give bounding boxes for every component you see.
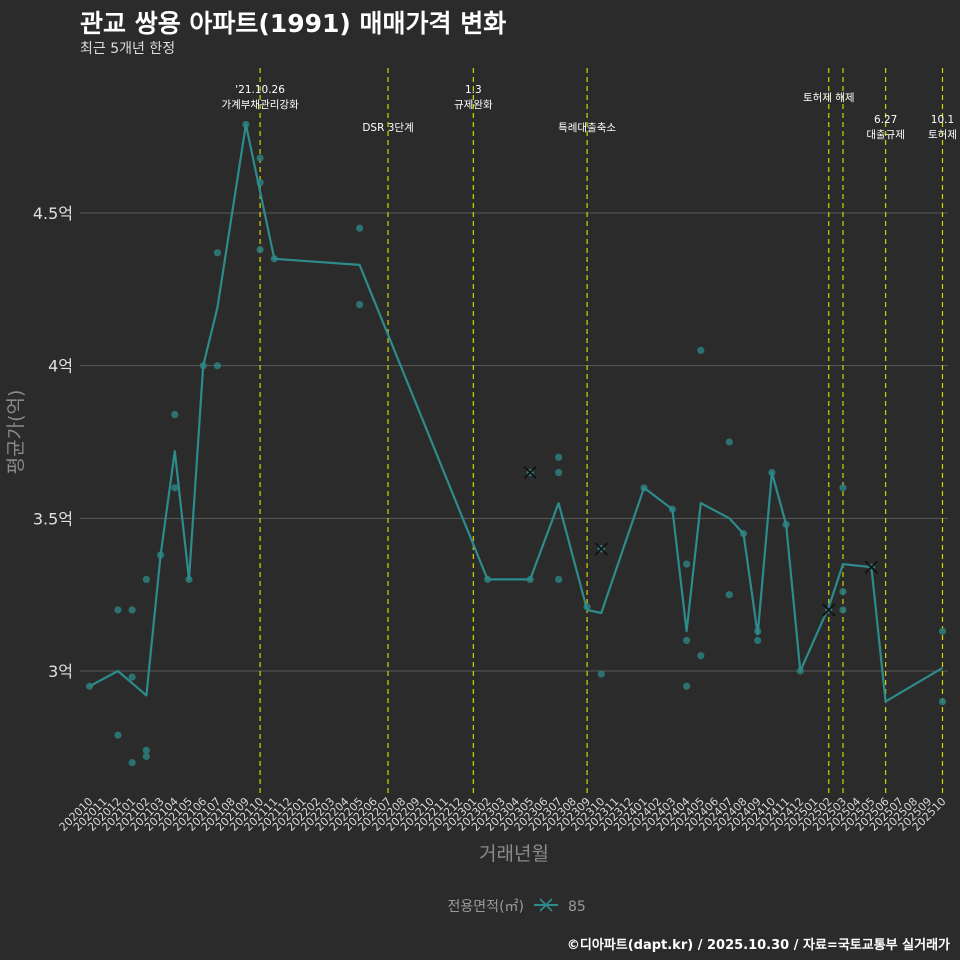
x-marker bbox=[864, 560, 879, 574]
annotation-label: '21.10.26 bbox=[235, 84, 285, 96]
annotation-label: 10.1 bbox=[931, 114, 954, 126]
data-point bbox=[839, 484, 847, 492]
data-point bbox=[938, 627, 947, 635]
data-point bbox=[114, 606, 122, 614]
series-line-85 bbox=[88, 123, 944, 703]
data-point bbox=[171, 484, 179, 492]
chart-title: 관교 쌍용 아파트(1991) 매매가격 변화 bbox=[80, 9, 507, 38]
data-point bbox=[256, 246, 264, 254]
source-caption: ©디아파트(dapt.kr) / 2025.10.30 / 자료=국토교통부 실… bbox=[566, 938, 950, 953]
y-axis: 3억 3.5억 4억 4.5억 bbox=[33, 204, 73, 681]
x-marker bbox=[523, 465, 537, 480]
x-marker-cross bbox=[822, 603, 836, 617]
annotation-label: 특례대출축소 bbox=[558, 122, 616, 134]
data-point bbox=[725, 591, 733, 599]
data-point bbox=[213, 249, 222, 257]
data-point bbox=[683, 560, 691, 568]
y-tick-label: 4억 bbox=[48, 357, 73, 376]
x-axis-title: 거래년월 bbox=[479, 843, 549, 865]
data-point bbox=[128, 759, 136, 767]
data-point bbox=[725, 438, 733, 446]
data-point bbox=[938, 697, 947, 706]
data-point bbox=[171, 410, 179, 419]
data-point bbox=[839, 588, 847, 596]
data-point bbox=[597, 670, 605, 678]
data-point bbox=[128, 606, 136, 614]
x-marker bbox=[594, 542, 608, 556]
annotation-label: 1.3 bbox=[465, 84, 482, 96]
annotation-label: DSR 3단계 bbox=[362, 122, 413, 134]
data-point bbox=[754, 636, 762, 645]
data-point bbox=[555, 575, 563, 584]
data-point bbox=[839, 606, 847, 614]
data-point bbox=[142, 575, 150, 584]
annotation-label: 토허제 해제 bbox=[803, 91, 855, 104]
policy-lines-layer bbox=[259, 68, 944, 795]
x-marker-cross bbox=[594, 542, 608, 556]
x-marker-cross bbox=[864, 560, 879, 574]
x-axis: 2020102020112020122021012021022021032021… bbox=[57, 795, 949, 834]
data-point bbox=[555, 468, 563, 477]
series-line-layer bbox=[88, 123, 944, 703]
legend-label-85: 85 bbox=[568, 899, 586, 915]
data-point bbox=[213, 362, 222, 370]
chart-subtitle: 최근 5개년 한정 bbox=[80, 41, 176, 57]
x-marker-layer bbox=[523, 465, 879, 617]
data-point bbox=[142, 752, 150, 761]
data-point bbox=[683, 636, 691, 645]
data-point bbox=[697, 346, 705, 354]
data-point bbox=[555, 453, 563, 461]
legend-title: 전용면적(㎡) bbox=[448, 899, 524, 915]
data-point bbox=[128, 673, 136, 681]
legend-key-85 bbox=[534, 898, 558, 912]
annotation-label: 토허제 bbox=[928, 129, 957, 141]
legend-key-cross bbox=[539, 898, 553, 912]
y-tick-label: 3억 bbox=[48, 662, 73, 681]
annotation-label: 규제완화 bbox=[454, 98, 493, 111]
annotation-label: 대출규제 bbox=[866, 129, 905, 141]
annotation-label: 가계부채관리강화 bbox=[221, 99, 299, 111]
y-axis-title: 평균가(억) bbox=[5, 390, 27, 475]
data-point bbox=[256, 154, 264, 162]
y-tick-label: 3.5억 bbox=[33, 509, 73, 528]
data-point bbox=[697, 652, 705, 660]
data-point bbox=[356, 224, 364, 232]
data-point bbox=[356, 301, 364, 309]
data-point bbox=[683, 682, 691, 690]
x-marker-cross bbox=[523, 465, 537, 480]
grid-layer bbox=[80, 212, 948, 672]
annotation-label: 6.27 bbox=[874, 114, 897, 126]
data-point bbox=[114, 731, 122, 739]
x-marker bbox=[822, 603, 836, 617]
data-point bbox=[142, 746, 150, 754]
legend: 전용면적(㎡) 85 bbox=[448, 898, 586, 915]
y-tick-label: 4.5억 bbox=[33, 204, 73, 223]
points-layer bbox=[85, 120, 947, 767]
